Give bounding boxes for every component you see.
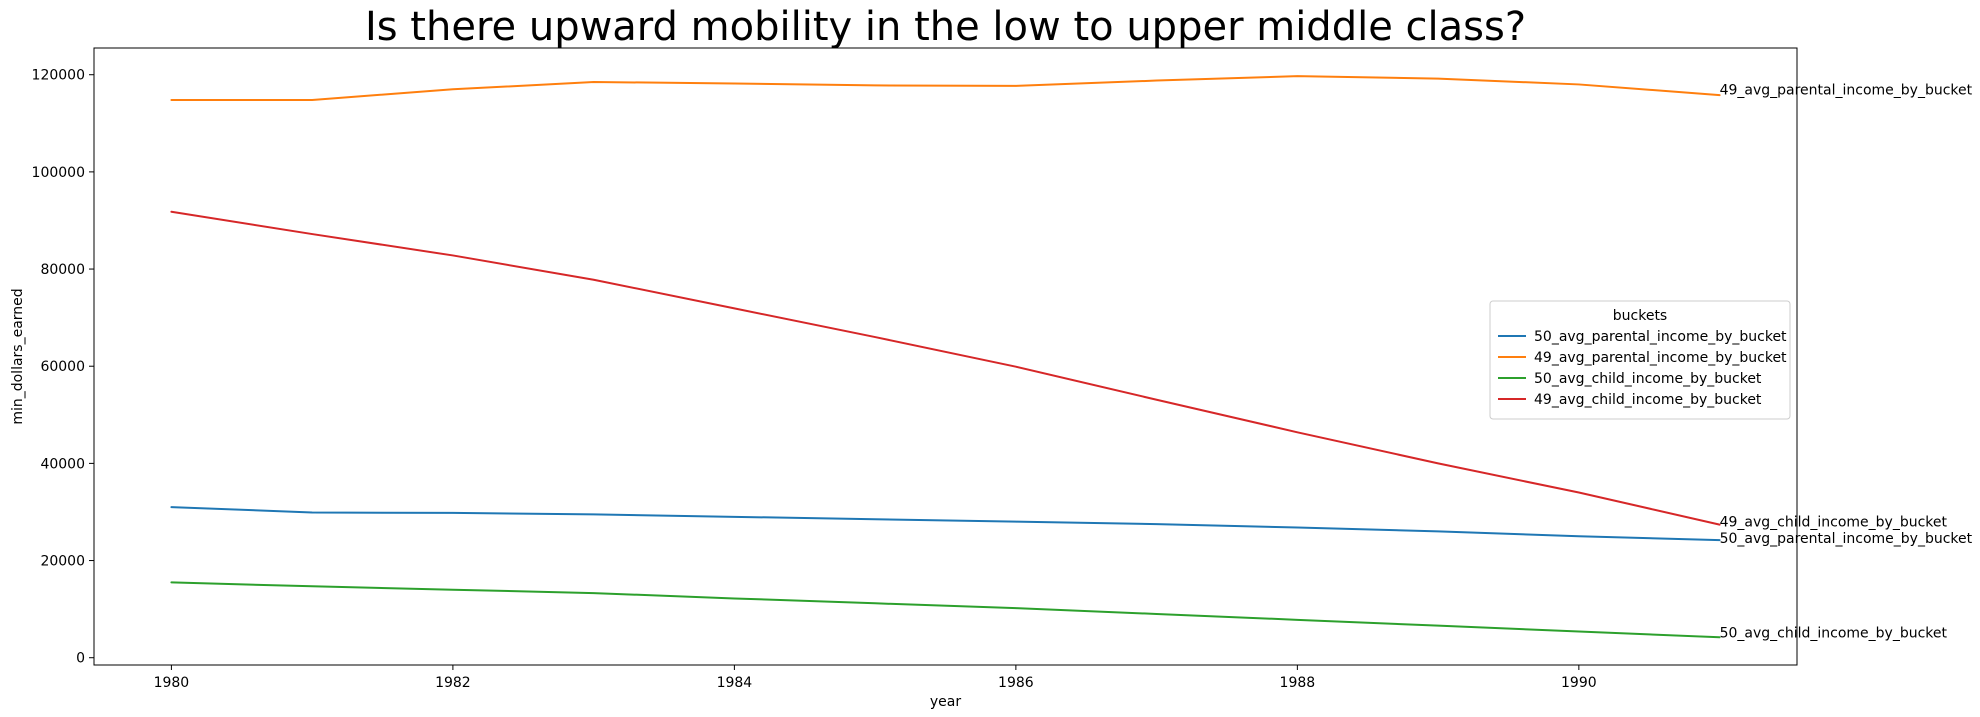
legend-box bbox=[1489, 300, 1791, 420]
y-axis-label: min_dollars_earned bbox=[10, 288, 26, 424]
annotation-label: 50_avg_child_income_by_bucket bbox=[1720, 625, 1948, 641]
annotation-label: 50_avg_parental_income_by_bucket bbox=[1720, 531, 1973, 547]
x-tick-label: 1986 bbox=[998, 675, 1034, 691]
x-axis-label: year bbox=[930, 694, 961, 710]
x-tick-label: 1982 bbox=[435, 675, 471, 691]
legend-entry: 50_avg_child_income_by_bucket bbox=[1534, 371, 1762, 387]
chart-title: Is there upward mobility in the low to u… bbox=[365, 4, 1526, 50]
x-axis: 1980 1982 1984 1986 1988 1990 bbox=[154, 665, 1597, 691]
legend: buckets 50_avg_parental_income_by_bucket… bbox=[1489, 300, 1791, 420]
y-tick-label: 0 bbox=[76, 651, 85, 667]
x-tick-label: 1990 bbox=[1561, 675, 1597, 691]
axes-frame bbox=[93, 47, 1798, 666]
y-tick-label: 40000 bbox=[40, 456, 85, 472]
legend-items: 50_avg_parental_income_by_bucket 49_avg_p… bbox=[1498, 329, 1787, 408]
y-tick-label: 20000 bbox=[40, 554, 85, 570]
y-tick-label: 60000 bbox=[40, 359, 85, 375]
series-line-49_avg_child_income_by_bucket bbox=[170, 210, 1721, 526]
legend-entry: 50_avg_parental_income_by_bucket bbox=[1534, 329, 1787, 345]
annotation-label: 49_avg_child_income_by_bucket bbox=[1720, 515, 1948, 531]
legend-title: buckets bbox=[1613, 308, 1667, 324]
series-line-50_avg_child_income_by_bucket bbox=[170, 581, 1721, 639]
x-tick-label: 1980 bbox=[154, 675, 190, 691]
x-tick-label: 1984 bbox=[717, 675, 753, 691]
annotations: 49_avg_parental_income_by_bucket 49_avg_c… bbox=[1720, 82, 1973, 641]
legend-entry: 49_avg_parental_income_by_bucket bbox=[1534, 350, 1787, 366]
x-tick-label: 1988 bbox=[1280, 675, 1316, 691]
plot-area bbox=[170, 75, 1721, 639]
y-tick-label: 100000 bbox=[32, 165, 85, 181]
annotation-label: 49_avg_parental_income_by_bucket bbox=[1720, 82, 1973, 98]
series-line-50_avg_parental_income_by_bucket bbox=[170, 506, 1721, 542]
legend-entry: 49_avg_child_income_by_bucket bbox=[1534, 392, 1762, 408]
y-tick-label: 80000 bbox=[40, 262, 85, 278]
y-axis: 0 20000 40000 60000 80000 100000 120000 bbox=[32, 68, 94, 667]
y-tick-label: 120000 bbox=[32, 68, 85, 84]
series-line-49_avg_parental_income_by_bucket bbox=[170, 75, 1721, 101]
